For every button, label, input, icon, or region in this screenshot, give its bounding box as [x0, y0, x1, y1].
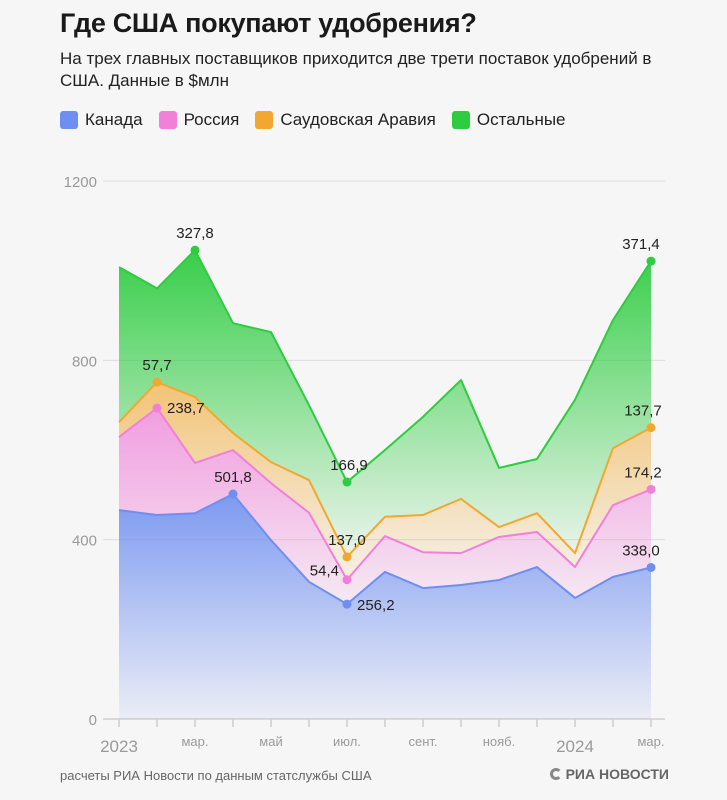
- data-label: 57,7: [142, 357, 171, 374]
- x-tick-label: май: [259, 734, 282, 749]
- data-label: 137,0: [328, 532, 366, 549]
- data-point-marker: [152, 377, 162, 387]
- x-tick-label: 2024: [556, 737, 594, 756]
- legend-item-russia: Россия: [158, 110, 240, 130]
- data-label: 238,7: [167, 400, 205, 417]
- data-label: 54,4: [310, 563, 339, 580]
- y-tick-label: 800: [72, 353, 97, 370]
- data-label: 256,2: [357, 597, 395, 614]
- data-point-marker: [342, 575, 352, 585]
- legend-label: Остальные: [476, 110, 566, 129]
- chart-title: Где США покупают удобрения?: [60, 8, 477, 38]
- x-tick-label: мар.: [637, 734, 664, 749]
- y-tick-label: 0: [89, 712, 97, 729]
- legend-label: Саудовская Аравия: [280, 110, 436, 129]
- x-tick-label: июл.: [333, 734, 361, 749]
- data-point-marker: [190, 245, 200, 255]
- data-point-marker: [342, 477, 352, 487]
- data-point-marker: [646, 423, 656, 433]
- source-note: расчеты РИА Новости по данным статслужбы…: [60, 768, 372, 783]
- series-line: [118, 406, 652, 581]
- data-point-marker: [646, 562, 656, 572]
- data-point-marker: [152, 403, 162, 413]
- legend-item-canada: Канада: [60, 110, 143, 130]
- ria-logo-icon: [549, 768, 562, 780]
- y-tick-label: 400: [72, 533, 97, 550]
- legend-label: Канада: [85, 110, 143, 129]
- area-russia: [119, 407, 651, 605]
- area-canada: [119, 494, 651, 719]
- x-tick-label: мар.: [181, 734, 208, 749]
- data-label: 137,7: [624, 403, 662, 420]
- legend-swatch-saudi: [255, 111, 274, 129]
- area-saudi-arabia: [119, 382, 651, 580]
- data-label: 501,8: [214, 469, 252, 486]
- legend: Канада Россия Саудовская Аравия Остальны…: [60, 110, 566, 130]
- data-point-marker: [342, 552, 352, 562]
- data-label: 327,8: [176, 225, 214, 242]
- data-point-marker: [646, 256, 656, 266]
- data-point-marker: [342, 599, 352, 609]
- data-label: 371,4: [622, 236, 660, 253]
- data-point-marker: [228, 489, 238, 499]
- ria-logo-text: РИА НОВОСТИ: [565, 766, 669, 782]
- x-tick-label: 2023: [100, 737, 138, 756]
- data-label: 166,9: [330, 457, 368, 474]
- ria-logo: РИА НОВОСТИ: [549, 766, 669, 782]
- area-others: [119, 250, 651, 557]
- series-line: [118, 381, 652, 558]
- series-line: [118, 249, 652, 484]
- legend-swatch-others: [451, 111, 470, 129]
- data-label: 174,2: [624, 464, 662, 481]
- legend-swatch-canada: [60, 111, 78, 129]
- data-point-marker: [646, 484, 656, 494]
- x-tick-label: нояб.: [483, 734, 516, 749]
- data-label: 338,0: [622, 542, 660, 559]
- legend-swatch-russia: [158, 111, 177, 129]
- x-tick-label: сент.: [408, 734, 437, 749]
- y-tick-label: 1200: [64, 174, 97, 191]
- legend-label: Россия: [183, 110, 240, 129]
- legend-item-saudi: Саудовская Аравия: [255, 110, 436, 130]
- series-line: [118, 493, 652, 606]
- chart-subtitle: На трех главных поставщиков приходится д…: [60, 49, 652, 90]
- legend-item-others: Остальные: [451, 110, 566, 130]
